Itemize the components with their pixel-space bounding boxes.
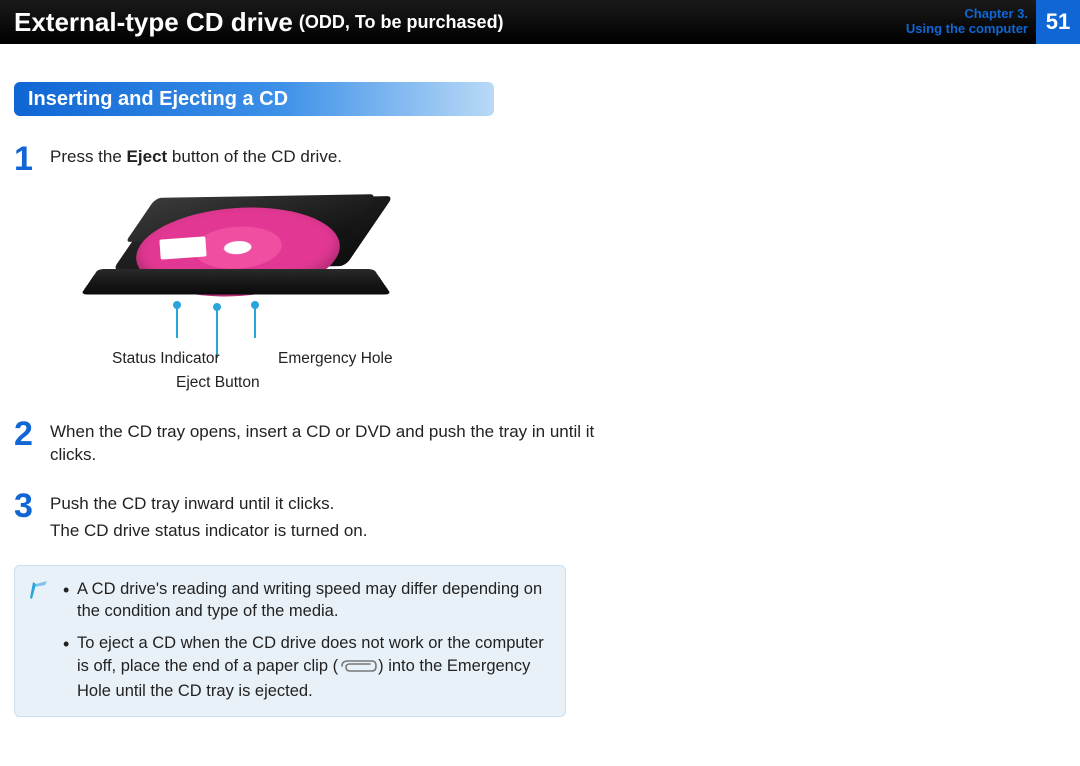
step1-text-before: Press the [50, 147, 127, 166]
note-icon [27, 578, 51, 602]
chapter-line2: Using the computer [906, 22, 1028, 37]
figure-callouts: Status Indicator Emergency Hole Eject Bu… [94, 349, 424, 399]
step-body: Press the Eject button of the CD drive. [50, 142, 342, 176]
step-number: 2 [14, 417, 50, 471]
step-3: 3 Push the CD tray inward until it click… [14, 489, 604, 547]
section-heading: Inserting and Ejecting a CD [14, 82, 494, 116]
step3-line1: Push the CD tray inward until it clicks. [50, 493, 367, 516]
cd-drive-figure: Status Indicator Emergency Hole Eject Bu… [94, 194, 424, 399]
step-1: 1 Press the Eject button of the CD drive… [14, 142, 604, 176]
step-body: When the CD tray opens, insert a CD or D… [50, 417, 604, 471]
content-column: 1 Press the Eject button of the CD drive… [14, 142, 604, 547]
chapter-block: Chapter 3. Using the computer [906, 7, 1032, 37]
pointer-status [176, 306, 178, 338]
note-box: A CD drive's reading and writing speed m… [14, 565, 566, 717]
tray-shape [81, 269, 392, 294]
page-header: External-type CD drive (ODD, To be purch… [0, 0, 1080, 44]
step1-bold: Eject [127, 147, 168, 166]
header-right: Chapter 3. Using the computer 51 [906, 0, 1080, 44]
step-body: Push the CD tray inward until it clicks.… [50, 489, 367, 547]
step1-text-after: button of the CD drive. [167, 147, 342, 166]
paperclip-icon [338, 658, 378, 680]
callout-status-indicator: Status Indicator [112, 349, 220, 370]
step-number: 1 [14, 142, 50, 176]
header-subtitle: (ODD, To be purchased) [299, 12, 504, 33]
pointer-emergency [254, 306, 256, 338]
drive-illustration [94, 194, 384, 349]
note-item-2: To eject a CD when the CD drive does not… [63, 632, 551, 702]
step2-text: When the CD tray opens, insert a CD or D… [50, 421, 604, 467]
disc-label-shape [159, 236, 206, 259]
note-item-1: A CD drive's reading and writing speed m… [63, 578, 551, 623]
header-title: External-type CD drive [14, 7, 293, 38]
page-number-badge: 51 [1036, 0, 1080, 44]
step-2: 2 When the CD tray opens, insert a CD or… [14, 417, 604, 471]
callout-eject-button: Eject Button [176, 373, 260, 394]
callout-emergency-hole: Emergency Hole [278, 349, 393, 370]
step3-line2: The CD drive status indicator is turned … [50, 520, 367, 543]
chapter-line1: Chapter 3. [906, 7, 1028, 22]
step-number: 3 [14, 489, 50, 547]
